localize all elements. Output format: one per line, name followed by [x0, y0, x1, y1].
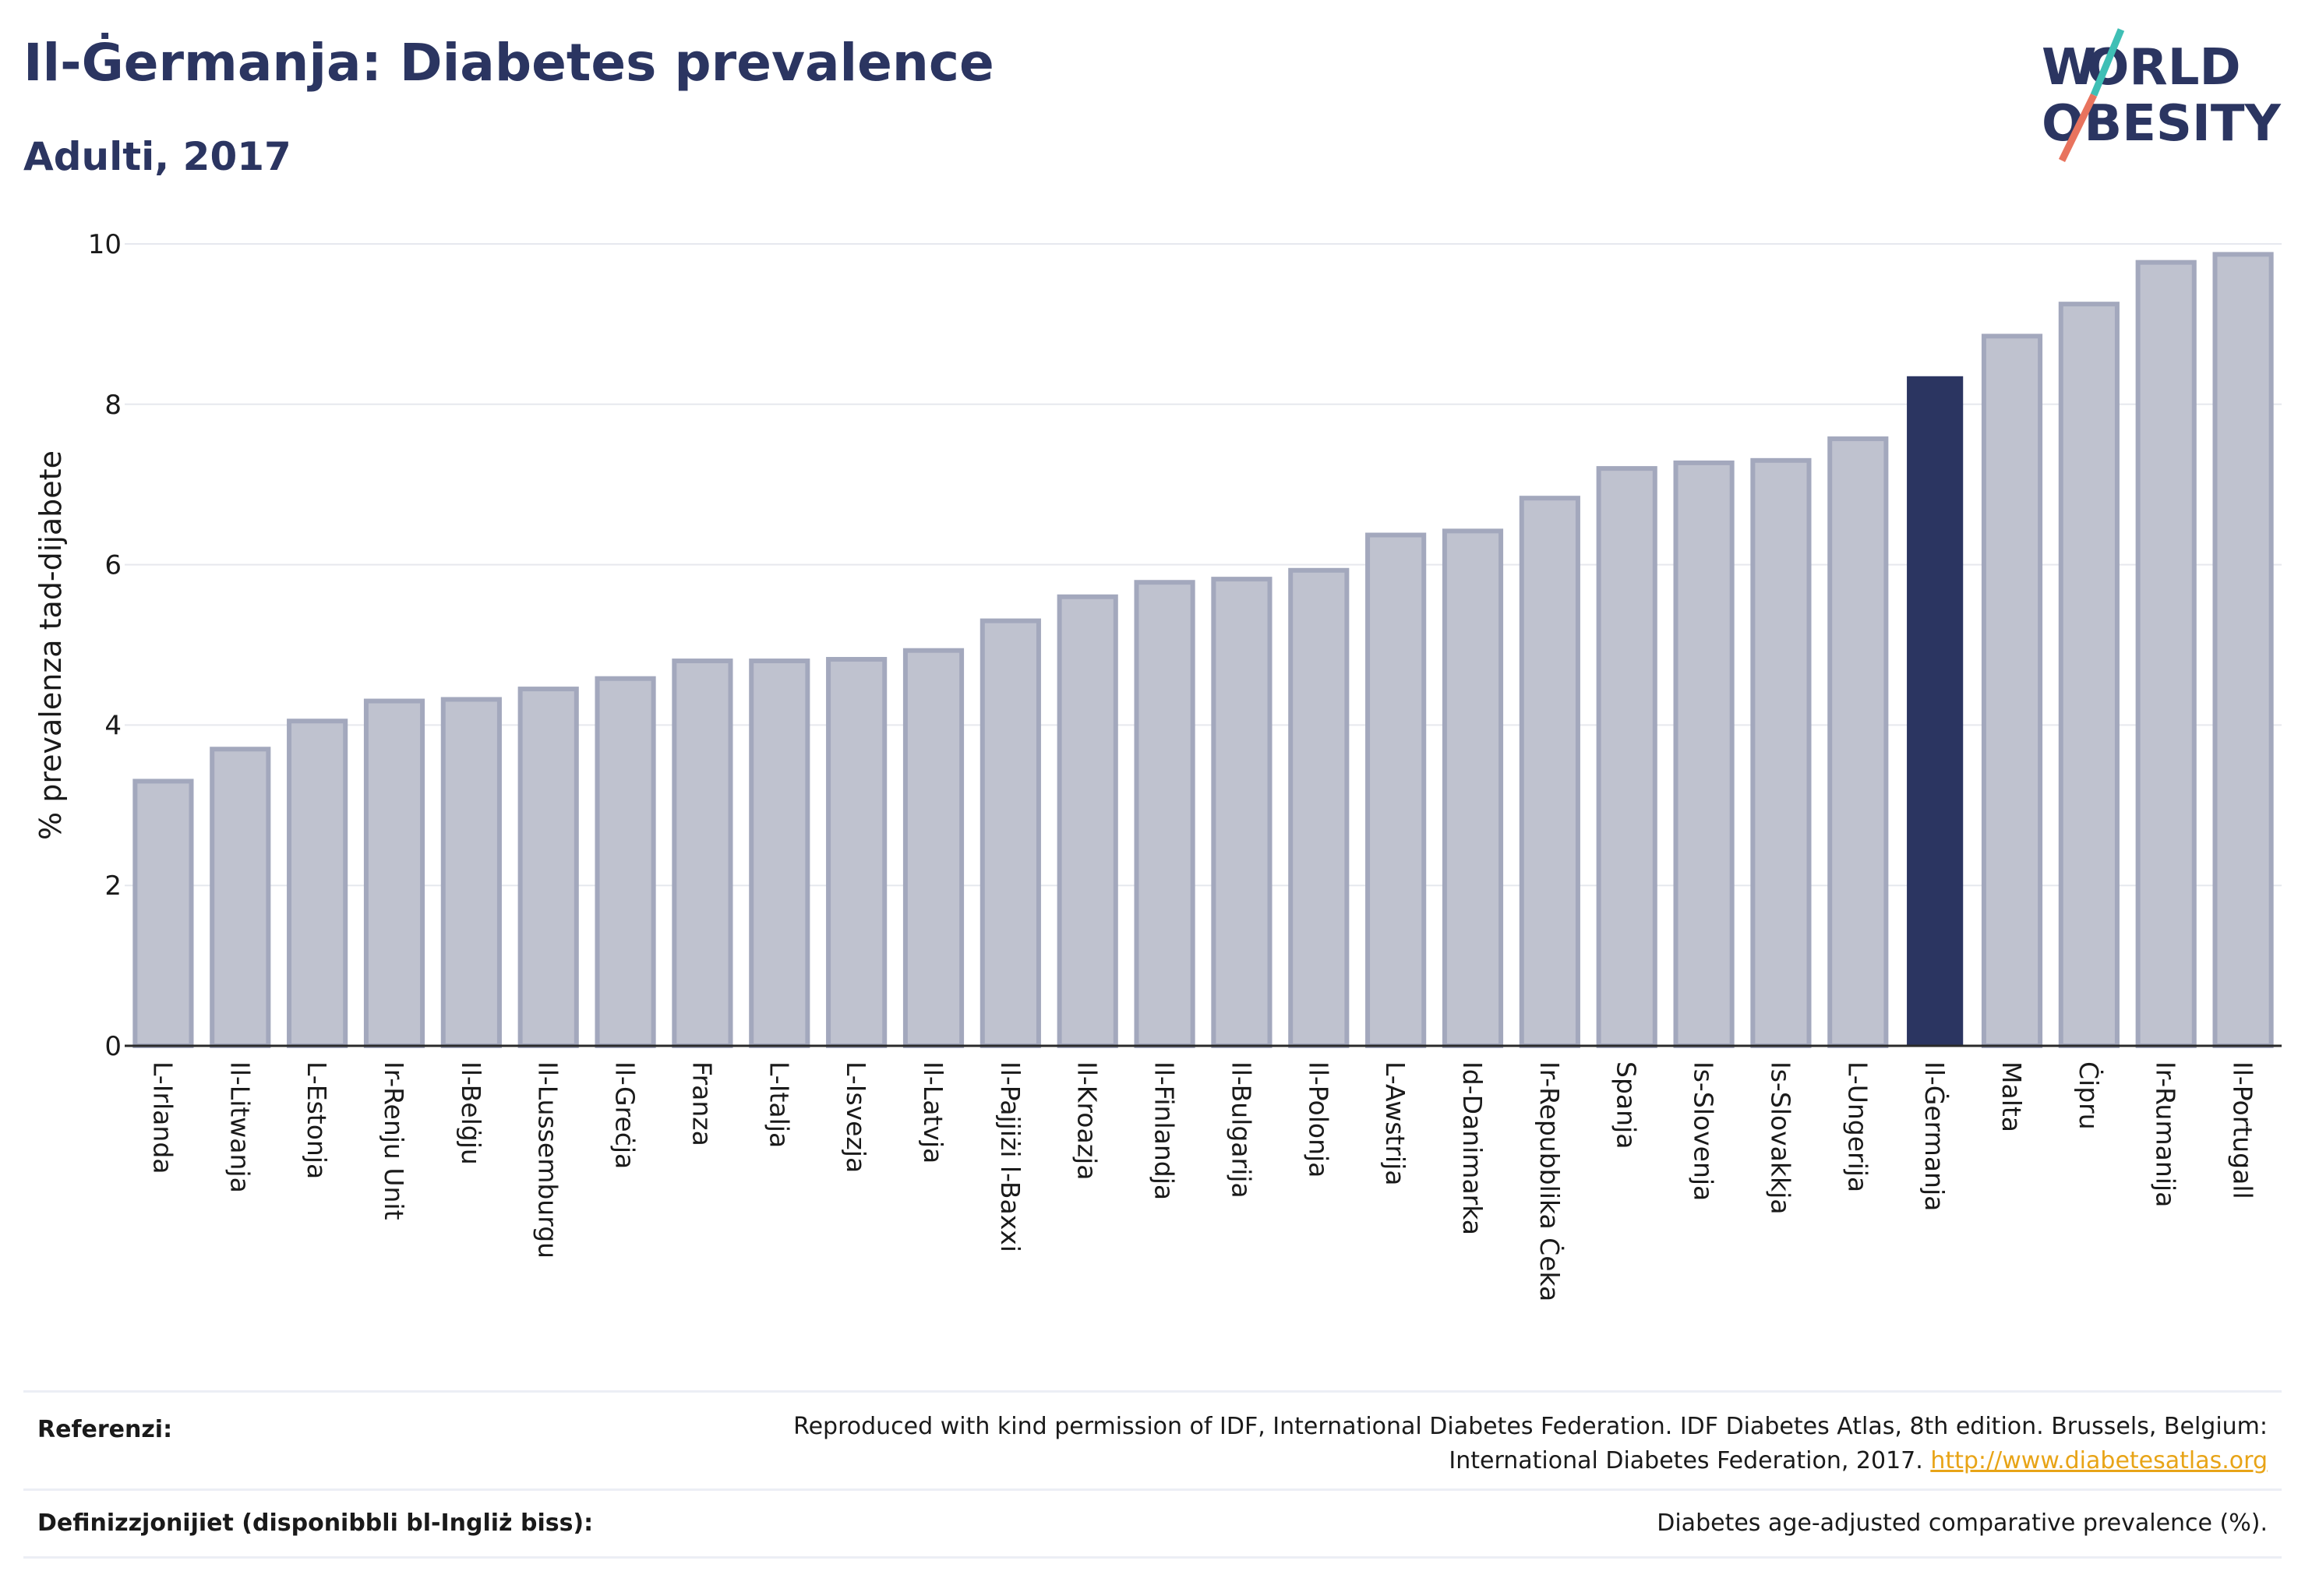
x-tick-label: L-Awstrija	[1380, 1061, 1410, 1185]
x-tick-label: L-Isvezja	[841, 1061, 871, 1173]
x-tick-label: Il-Polonja	[1303, 1061, 1333, 1178]
x-tick-label: Ċipru	[2074, 1061, 2105, 1130]
world-obesity-logo: W ORLD OBESITY	[2042, 28, 2281, 162]
y-tick-label: 10	[88, 229, 122, 260]
x-tick-label: Spanja	[1611, 1061, 1642, 1149]
references-row: Referenzi: Reproduced with kind permissi…	[23, 1390, 2282, 1491]
y-axis-ticks: 0 2 4 6 8 10	[88, 229, 122, 1062]
x-tick-label: L-Ungerija	[1842, 1061, 1873, 1192]
x-tick-label: Il-Greċja	[610, 1061, 641, 1169]
y-tick-label: 2	[104, 870, 122, 902]
references-label: Referenzi:	[37, 1416, 173, 1443]
bar	[1134, 580, 1195, 1048]
x-tick-label: Il-Lussemburgu	[533, 1061, 563, 1259]
bar	[1288, 567, 1350, 1048]
bar	[1365, 532, 1427, 1048]
bar	[1673, 460, 1735, 1048]
x-tick-label: Il-Latvja	[918, 1061, 948, 1163]
bar	[2135, 260, 2197, 1048]
bar	[1519, 496, 1580, 1048]
page-title: Il-Ġermanja: Diabetes prevalence	[23, 33, 994, 93]
x-tick-label: Ir-Repubblika Ċeka	[1534, 1061, 1565, 1301]
x-tick-label: Id-Danimarka	[1457, 1061, 1488, 1235]
x-tick-label: Ir-Renju Unit	[379, 1061, 409, 1220]
x-tick-label: Franza	[687, 1061, 717, 1146]
bar	[1750, 457, 1812, 1048]
x-tick-label: Il-Belġju	[456, 1061, 486, 1165]
bars	[132, 252, 2274, 1049]
bar	[749, 659, 810, 1049]
y-tick-label: 4	[104, 710, 122, 741]
bar-chart: 0 2 4 6 8 10 L-Irlanda Il-Litwanja L-Estonja Ir-…	[34, 229, 2282, 1301]
x-tick-label: Il-Portugall	[2228, 1061, 2258, 1199]
bar	[826, 657, 888, 1048]
x-tick-label: Ir-Rumanija	[2151, 1061, 2181, 1207]
x-tick-label: Il-Litwanja	[224, 1061, 255, 1193]
references-section: Referenzi: Reproduced with kind permissi…	[23, 1390, 2282, 1562]
y-axis-label: % prevalenza tad-dijabete	[34, 450, 68, 840]
x-tick-label: Il-Kroazja	[1072, 1061, 1103, 1180]
bar	[2058, 302, 2120, 1048]
page-subtitle: Adulti, 2017	[23, 134, 291, 179]
bar	[363, 698, 425, 1049]
definitions-label: Definizzjonijiet (disponibbli bl-Ingliż …	[37, 1509, 594, 1537]
x-tick-label: Il-Finlandja	[1149, 1061, 1180, 1200]
x-tick-label: Is-Slovakkja	[1765, 1061, 1795, 1215]
x-axis-labels: L-Irlanda Il-Litwanja L-Estonja Ir-Renju Un…	[147, 1061, 2257, 1301]
bar	[287, 719, 348, 1048]
bar	[1981, 334, 2043, 1048]
references-text: Reproduced with kind permission of IDF, …	[709, 1410, 2268, 1478]
x-tick-label: Il-Pajjiżi l-Baxxi	[995, 1061, 1025, 1252]
x-tick-label: Il-Ġermanja	[1919, 1061, 1950, 1211]
bar	[672, 659, 733, 1049]
references-link[interactable]: http://www.diabetesatlas.org	[1930, 1447, 2268, 1474]
bar	[902, 648, 965, 1048]
y-tick-label: 6	[104, 550, 122, 581]
svg-text:W: W	[2042, 39, 2097, 97]
bar	[132, 779, 194, 1048]
x-tick-label: L-Irlanda	[147, 1061, 178, 1174]
x-tick-label: L-Italja	[764, 1061, 794, 1148]
references-citation: Reproduced with kind permission of IDF, …	[793, 1413, 2268, 1474]
bar	[440, 697, 502, 1048]
bar	[595, 676, 656, 1049]
y-tick-label: 0	[104, 1031, 122, 1062]
bar	[517, 687, 579, 1048]
definitions-row: Definizzjonijiet (disponibbli bl-Ingliż …	[23, 1488, 2282, 1559]
y-tick-label: 8	[104, 390, 122, 421]
bar	[1596, 466, 1657, 1048]
x-tick-label: Is-Slovenja	[1689, 1061, 1719, 1201]
bar	[2212, 252, 2274, 1048]
x-tick-label: Malta	[1996, 1061, 2027, 1132]
bar-highlighted	[1907, 376, 1964, 1046]
bar	[980, 618, 1041, 1048]
bar	[1057, 594, 1118, 1048]
bar	[1442, 528, 1504, 1048]
x-tick-label: Il-Bulgarija	[1226, 1061, 1256, 1199]
definitions-text: Diabetes age-adjusted comparative preval…	[1657, 1509, 2268, 1537]
bar	[210, 747, 271, 1049]
x-tick-label: L-Estonja	[302, 1061, 332, 1179]
bar	[1827, 436, 1889, 1048]
bar	[1211, 577, 1273, 1048]
